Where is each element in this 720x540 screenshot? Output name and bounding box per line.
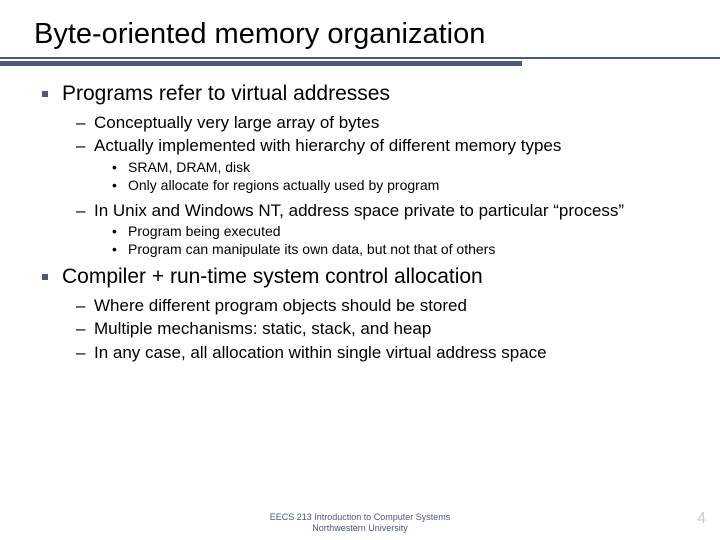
bullet-l2: Where different program objects should b… [40,295,690,316]
bullet-l2: In Unix and Windows NT, address space pr… [40,200,690,221]
bullet-l2: In any case, all allocation within singl… [40,342,690,363]
bullet-l1: Programs refer to virtual addresses [40,81,690,106]
bullet-l2: Conceptually very large array of bytes [40,112,690,133]
bullet-l3: Only allocate for regions actually used … [40,177,690,195]
bullet-l1: Compiler + run-time system control alloc… [40,264,690,289]
bullet-l3: Program being executed [40,223,690,241]
underline-thin [0,57,720,59]
slide: Byte-oriented memory organization Progra… [0,0,720,540]
slide-footer: EECS 213 Introduction to Computer System… [0,512,720,534]
slide-content: Programs refer to virtual addresses Conc… [30,81,690,363]
footer-line-1: EECS 213 Introduction to Computer System… [0,512,720,523]
bullet-l3: Program can manipulate its own data, but… [40,241,690,259]
title-underline [30,57,690,67]
page-number: 4 [697,510,706,528]
bullet-l2: Multiple mechanisms: static, stack, and … [40,318,690,339]
footer-line-2: Northwestern University [0,523,720,534]
underline-thick [0,61,522,66]
bullet-l3: SRAM, DRAM, disk [40,159,690,177]
slide-title: Byte-oriented memory organization [34,18,690,51]
bullet-l2: Actually implemented with hierarchy of d… [40,135,690,156]
